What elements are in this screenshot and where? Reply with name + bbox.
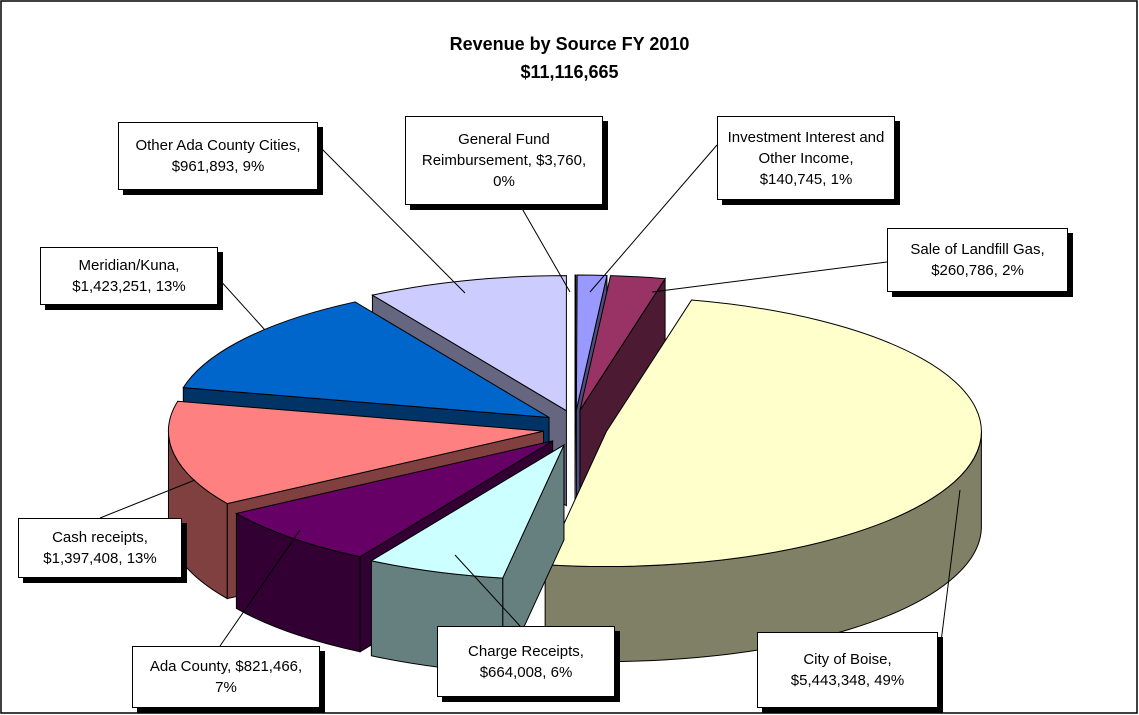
data-label: Charge Receipts, $664,008, 6%: [437, 626, 615, 697]
leader-line: [217, 277, 266, 331]
slice-top: [370, 443, 566, 579]
slice-top: [575, 274, 608, 411]
slice-top: [235, 440, 553, 558]
slice-top: [574, 274, 577, 411]
slice-top: [371, 275, 567, 412]
leader-line: [589, 144, 718, 293]
slice-top: [544, 299, 982, 568]
data-label: Cash receipts, $1,397,408, 13%: [18, 518, 182, 578]
slice-top: [579, 275, 666, 411]
data-label: Ada County, $821,466, 7%: [132, 646, 320, 708]
slice-top: [168, 400, 544, 505]
data-label: Other Ada County Cities, $961,893, 9%: [118, 122, 318, 190]
leader-line: [219, 529, 301, 647]
leader-line: [317, 144, 466, 294]
leader-line: [99, 479, 196, 519]
data-label: Meridian/Kuna, $1,423,251, 13%: [40, 247, 218, 305]
chart-subtitle: $11,116,665: [520, 62, 619, 82]
slice: [574, 274, 577, 506]
data-label: Sale of Landfill Gas, $260,786, 2%: [887, 228, 1068, 292]
leader-line: [454, 554, 521, 627]
data-label: City of Boise, $5,443,348, 49%: [757, 632, 938, 708]
data-label: General Fund Reimbursement, $3,760, 0%: [405, 116, 603, 205]
chart-title: Revenue by Source FY 2010: [449, 34, 690, 54]
data-label: Investment Interest and Other Income, $1…: [717, 116, 895, 200]
leader-line: [519, 204, 571, 293]
slice-top: [182, 301, 550, 418]
leader-line: [651, 261, 888, 293]
leader-line: [939, 489, 961, 651]
